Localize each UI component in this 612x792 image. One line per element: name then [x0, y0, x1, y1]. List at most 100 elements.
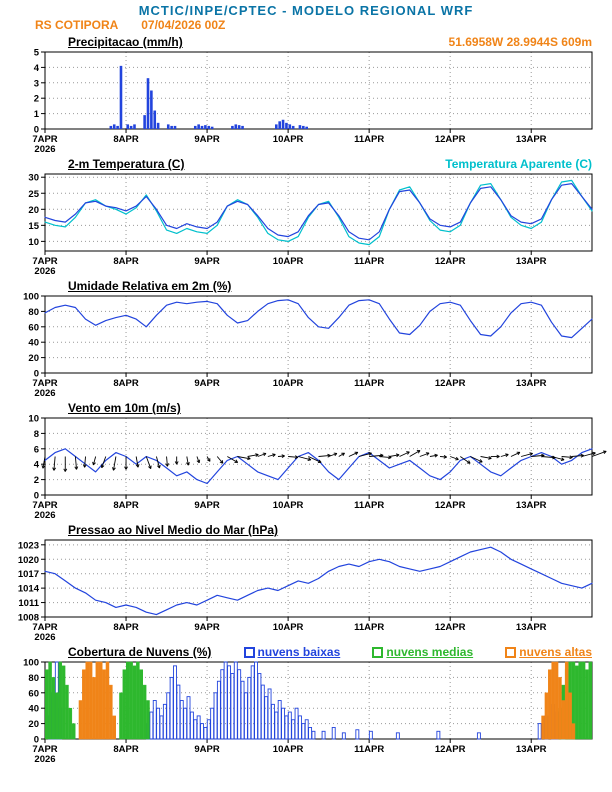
- high-cloud-legend-swatch-icon: [505, 646, 517, 658]
- svg-text:10: 10: [28, 237, 39, 248]
- run-datetime: 07/04/2026 00Z: [141, 18, 226, 32]
- svg-text:9APR: 9APR: [194, 256, 219, 267]
- svg-text:60: 60: [28, 688, 39, 699]
- svg-text:1008: 1008: [18, 613, 39, 624]
- svg-text:11APR: 11APR: [354, 134, 384, 145]
- header: MCTIC/INPE/CPTEC - MODELO REGIONAL WRF R…: [0, 3, 612, 33]
- svg-text:12APR: 12APR: [435, 500, 466, 511]
- low-cloud-legend-swatch-icon: [243, 646, 255, 658]
- legend-nuvens-baixas: nuvens baixas: [243, 645, 341, 659]
- svg-text:0: 0: [34, 735, 39, 746]
- svg-text:8APR: 8APR: [113, 500, 138, 511]
- low-cloud-legend-label: nuvens baixas: [257, 645, 341, 659]
- apparent-temperature-legend: Temperatura Aparente (C): [445, 157, 592, 171]
- svg-text:9APR: 9APR: [194, 622, 219, 633]
- svg-text:7APR: 7APR: [32, 134, 57, 145]
- svg-text:100: 100: [23, 293, 39, 303]
- svg-text:2026: 2026: [34, 632, 55, 643]
- svg-text:1: 1: [34, 109, 40, 120]
- svg-text:40: 40: [28, 704, 39, 715]
- svg-text:1011: 1011: [18, 598, 39, 609]
- svg-text:9APR: 9APR: [194, 500, 219, 511]
- svg-text:7APR: 7APR: [32, 500, 57, 511]
- svg-text:11APR: 11APR: [354, 744, 384, 755]
- svg-text:80: 80: [28, 673, 39, 684]
- svg-text:11APR: 11APR: [354, 378, 384, 389]
- svg-text:9APR: 9APR: [194, 744, 219, 755]
- svg-text:12APR: 12APR: [435, 134, 466, 145]
- svg-text:12APR: 12APR: [435, 744, 466, 755]
- svg-text:11APR: 11APR: [354, 500, 384, 511]
- svg-text:13APR: 13APR: [516, 744, 547, 755]
- svg-text:7APR: 7APR: [32, 622, 57, 633]
- svg-text:13APR: 13APR: [516, 134, 547, 145]
- svg-text:7APR: 7APR: [32, 744, 57, 755]
- header-station-line: RS COTIPORA 07/04/2026 00Z: [0, 18, 612, 33]
- svg-text:10APR: 10APR: [273, 134, 304, 145]
- panel-temperature: 2-m Temperatura (C) Temperatura Aparente…: [0, 155, 612, 277]
- svg-text:10APR: 10APR: [273, 744, 304, 755]
- svg-text:1017: 1017: [18, 569, 39, 580]
- panel-humidity: Umidade Relativa em 2m (%) 0 20 40 60 80 100 7…: [0, 277, 612, 399]
- svg-text:12APR: 12APR: [435, 378, 466, 389]
- svg-text:10: 10: [28, 415, 39, 425]
- svg-text:8APR: 8APR: [113, 256, 138, 267]
- svg-text:6: 6: [34, 444, 39, 455]
- svg-text:2026: 2026: [34, 754, 55, 765]
- svg-text:100: 100: [23, 659, 39, 669]
- svg-text:12APR: 12APR: [435, 622, 466, 633]
- legend-nuvens-medias: nuvens medias: [372, 645, 473, 659]
- svg-text:11APR: 11APR: [354, 622, 384, 633]
- legend-nuvens-altas: nuvens altas: [505, 645, 592, 659]
- svg-text:8APR: 8APR: [113, 134, 138, 145]
- svg-text:10APR: 10APR: [273, 378, 304, 389]
- svg-text:9APR: 9APR: [194, 378, 219, 389]
- svg-text:15: 15: [28, 221, 39, 232]
- svg-text:1014: 1014: [18, 584, 40, 595]
- svg-text:25: 25: [28, 189, 39, 200]
- svg-text:13APR: 13APR: [516, 500, 547, 511]
- svg-text:8: 8: [34, 429, 39, 440]
- svg-text:2026: 2026: [34, 510, 55, 521]
- svg-text:9APR: 9APR: [194, 134, 219, 145]
- svg-text:2026: 2026: [34, 388, 55, 399]
- panel-title-precipitation: Precipitacao (mm/h): [68, 35, 183, 49]
- svg-text:20: 20: [28, 353, 39, 364]
- panel-title-humidity: Umidade Relativa em 2m (%): [68, 279, 232, 293]
- svg-text:10APR: 10APR: [273, 256, 304, 267]
- panel-title-cloud-cover: Cobertura de Nuvens (%): [68, 645, 212, 659]
- svg-text:10APR: 10APR: [273, 500, 304, 511]
- high-cloud-legend-label: nuvens altas: [519, 645, 592, 659]
- svg-text:11APR: 11APR: [354, 256, 384, 267]
- svg-text:2026: 2026: [34, 144, 55, 155]
- svg-text:20: 20: [28, 719, 39, 730]
- panel-precipitation: Precipitacao (mm/h) 51.6958W 28.9944S 60…: [0, 33, 612, 155]
- svg-text:8APR: 8APR: [113, 378, 138, 389]
- svg-text:40: 40: [28, 338, 39, 349]
- mid-cloud-legend-label: nuvens medias: [386, 645, 474, 659]
- svg-text:2: 2: [34, 475, 39, 486]
- svg-text:10APR: 10APR: [273, 622, 304, 633]
- svg-text:13APR: 13APR: [516, 378, 547, 389]
- svg-text:4: 4: [34, 460, 40, 471]
- svg-text:13APR: 13APR: [516, 622, 547, 633]
- svg-text:2: 2: [34, 94, 39, 105]
- station-name: RS COTIPORA: [35, 18, 118, 32]
- svg-text:4: 4: [34, 63, 40, 74]
- panel-wind: Vento em 10m (m/s) 0 2 4 6 8 10 7APR 2026 8APR 9A…: [0, 399, 612, 521]
- svg-text:2026: 2026: [34, 266, 55, 277]
- svg-text:80: 80: [28, 307, 39, 318]
- svg-text:1023: 1023: [18, 540, 39, 551]
- svg-text:0: 0: [34, 125, 39, 136]
- mid-cloud-legend-swatch-icon: [372, 646, 384, 658]
- svg-text:20: 20: [28, 205, 39, 216]
- svg-text:0: 0: [34, 491, 39, 502]
- svg-text:0: 0: [34, 369, 39, 380]
- svg-text:5: 5: [34, 49, 40, 59]
- svg-text:13APR: 13APR: [516, 256, 547, 267]
- panel-title-temperature: 2-m Temperatura (C): [68, 157, 185, 171]
